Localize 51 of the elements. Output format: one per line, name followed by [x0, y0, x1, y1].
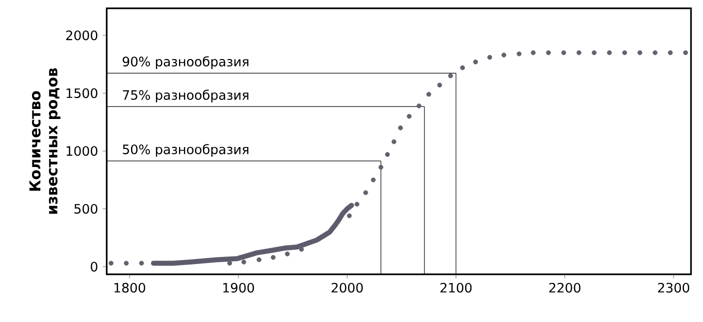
point	[363, 190, 368, 196]
point	[385, 152, 390, 157]
point	[270, 255, 276, 260]
point	[370, 178, 376, 182]
point	[622, 50, 628, 56]
x-tick-label: 2100	[440, 282, 472, 293]
x-tick-label: 1800	[114, 282, 146, 293]
point	[473, 60, 478, 64]
point	[241, 260, 246, 264]
point	[561, 50, 566, 56]
point	[460, 65, 465, 70]
ref-line-label: 90% разнообразия	[122, 56, 248, 69]
point	[668, 50, 673, 56]
point	[576, 50, 582, 56]
point	[406, 114, 412, 119]
point	[378, 164, 384, 170]
point	[346, 213, 352, 218]
ref-line-label: 75% разнообразия	[122, 90, 248, 102]
point	[448, 73, 453, 78]
y-axis-title: Количество известных родов	[29, 68, 60, 214]
y-tick-label: 500	[74, 204, 98, 214]
point	[652, 50, 658, 56]
y-tick-label: 1000	[66, 146, 98, 156]
point	[437, 82, 442, 88]
point	[683, 50, 688, 56]
point	[530, 50, 536, 56]
point	[637, 50, 642, 56]
y-tick-label: 1500	[66, 88, 98, 98]
point	[607, 50, 612, 56]
point	[426, 92, 432, 97]
point	[256, 257, 262, 262]
point	[501, 52, 506, 58]
point	[284, 252, 290, 256]
point	[124, 260, 129, 266]
x-tick-label: 1900	[223, 282, 254, 293]
x-tick-label: 2300	[658, 282, 690, 293]
point	[487, 54, 492, 60]
point	[398, 125, 403, 130]
point	[354, 202, 360, 207]
point	[416, 104, 422, 108]
point	[392, 139, 396, 144]
ref-line-label: 50% разнообразия	[122, 144, 248, 157]
y-tick-label: 0	[90, 262, 98, 272]
y-tick-label: 2000	[66, 30, 98, 40]
point	[139, 260, 144, 266]
point	[108, 260, 114, 266]
point	[516, 51, 522, 56]
point	[546, 50, 551, 56]
x-tick-label: 2200	[549, 282, 580, 293]
x-tick-label: 2000	[332, 282, 363, 293]
point	[592, 50, 597, 56]
